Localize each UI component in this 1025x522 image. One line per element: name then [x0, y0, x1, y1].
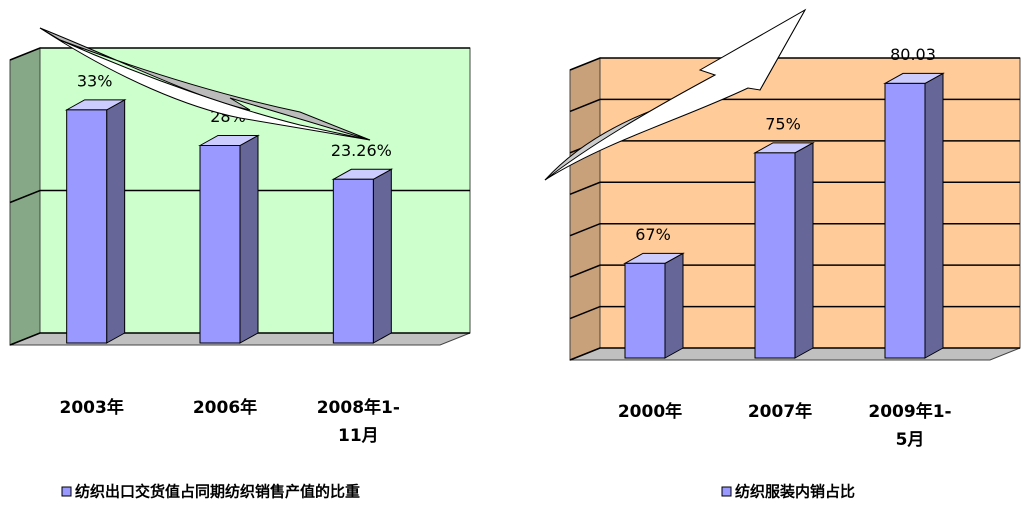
- grid-line: [569, 264, 1020, 278]
- x-tick-label: 2000年: [618, 401, 682, 422]
- decor-arrow: [39, 27, 371, 141]
- grid-line: [9, 47, 470, 61]
- value-label: 80.03: [890, 45, 936, 64]
- x-tick-label: 2008年1- 11月: [317, 397, 400, 446]
- bar-side: [239, 134, 259, 344]
- x-tick-label-line: 11月: [338, 426, 379, 446]
- bar: [624, 262, 666, 359]
- x-tick-label: 2003年: [60, 397, 124, 418]
- foreground-layer: 33%2003年28%2006年23.26%2008年1-11月纺织出口交货值占…: [60, 45, 952, 501]
- legend-label: 纺织出口交货值占同期纺织销售产值的比重: [75, 483, 360, 501]
- legend-label: 纺织服装内销占比: [735, 483, 855, 501]
- bar: [66, 109, 108, 344]
- legend-swatch: [721, 486, 732, 497]
- grid-line: [9, 189, 470, 204]
- x-tick-label: 2006年: [193, 397, 257, 418]
- value-label: 33%: [77, 71, 113, 90]
- x-tick-label: 2009年1- 5月: [868, 401, 951, 450]
- side-wall: [569, 57, 601, 361]
- bar-side: [372, 168, 392, 344]
- bar-side: [924, 72, 944, 359]
- grid-line: [569, 305, 1020, 320]
- x-tick-label-line: 2007年: [748, 401, 812, 422]
- grid-line: [9, 332, 470, 346]
- x-tick-label-line: 2000年: [618, 401, 682, 422]
- bar: [754, 152, 796, 359]
- bar: [884, 82, 926, 359]
- grid-line: [569, 181, 1020, 195]
- x-tick-label-line: 2009年1-: [868, 401, 951, 422]
- grid-line: [569, 347, 1020, 361]
- grid-line: [569, 222, 1020, 237]
- bar-side: [106, 99, 126, 344]
- bar: [332, 178, 374, 344]
- grid-line: [569, 98, 1020, 113]
- value-label: 67%: [635, 225, 671, 244]
- x-tick-label-line: 5月: [896, 430, 925, 450]
- x-tick-label-line: 2003年: [60, 397, 124, 418]
- bar: [199, 145, 241, 344]
- value-label: 75%: [765, 114, 801, 133]
- background-layer: [9, 47, 1021, 361]
- bar-side: [794, 142, 814, 359]
- x-tick-label-line: 2008年1-: [317, 397, 400, 418]
- legend-swatch: [61, 486, 72, 497]
- decor-arrow: [544, 8, 807, 181]
- bar-side: [664, 252, 684, 359]
- x-tick-label-line: 2006年: [193, 397, 257, 418]
- grid-line: [569, 57, 1020, 71]
- value-label: 23.26%: [331, 141, 392, 160]
- x-tick-label: 2007年: [748, 401, 812, 422]
